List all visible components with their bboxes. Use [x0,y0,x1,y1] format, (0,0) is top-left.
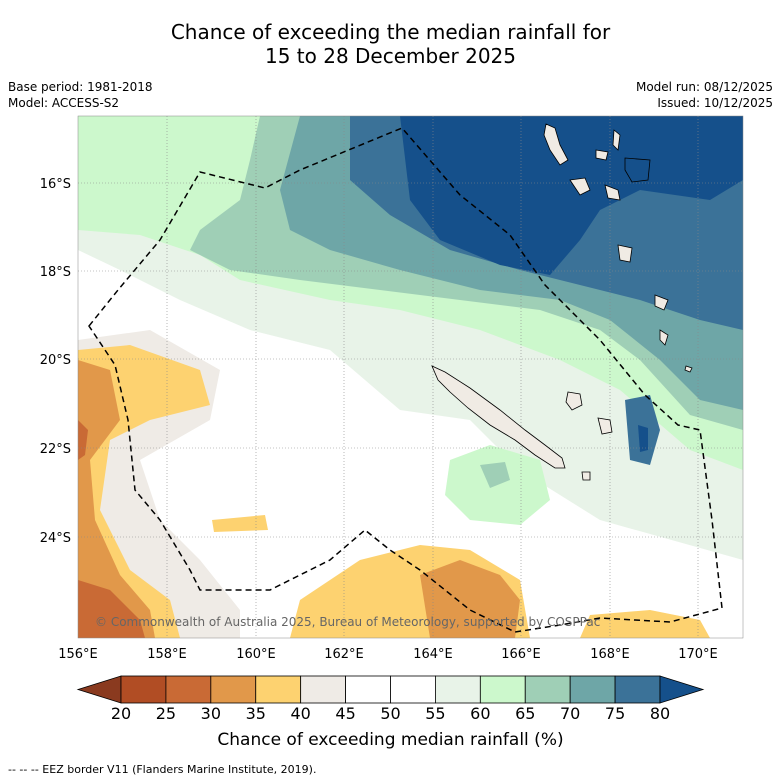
band-25-30-sw [78,420,145,638]
colorbar-segment [614,675,661,704]
colorbar-tick-label: 35 [245,704,266,723]
lon-label-156e: 156°E [58,647,98,662]
lat-label-22s: 22°S [40,442,71,457]
colorbar-tick-label: 40 [290,704,311,723]
band-80-plus-e [638,425,648,452]
colorbar-segment [255,675,302,704]
loyalty-island-3 [581,471,591,481]
colorbar-segment [569,675,616,704]
colorbar-tick-label: 30 [200,704,222,723]
colorbar-segment [524,675,571,704]
model-name: Model: ACCESS-S2 [8,96,120,110]
band-80-plus [400,116,743,275]
eez-border [88,127,723,633]
lon-label-162e: 162°E [324,647,364,662]
vanuatu-large-island [624,157,651,183]
band-30-35-s [420,560,520,638]
band-65-70-nc [480,462,510,488]
colorbar [76,675,705,704]
lat-label-24s: 24°S [40,531,71,546]
map-title-line-1: Chance of exceeding the median rainfall … [170,20,611,44]
lon-label-158e: 158°E [147,647,187,662]
band-35-40-mid [212,515,268,532]
meta-left: Base period: 1981-2018 Model: ACCESS-S2 [8,79,153,111]
colorbar-title: Chance of exceeding median rainfall (%) [217,730,564,750]
colorbar-segment [120,675,167,704]
colorbar-tick-label: 55 [425,704,446,723]
map-frame [77,115,744,639]
colorbar-segment [300,675,346,704]
meta-right: Model run: 08/12/2025 Issued: 10/12/2025 [636,79,773,111]
colorbar-segment [345,675,391,704]
eez-footer-note: -- -- -- EEZ border V11 (Flanders Marine… [8,763,317,776]
map-title-line-2: 15 to 28 December 2025 [264,44,516,68]
colorbar-high-extend [659,675,705,704]
lon-label-170e: 170°E [678,647,718,662]
lon-label-166e: 166°E [501,647,541,662]
model-run: Model run: 08/12/2025 [635,80,773,94]
colorbar-tick-label: 80 [649,704,671,723]
vanuatu-islands [543,123,669,346]
lon-label-168e: 168°E [590,647,630,662]
new-caledonia-island [431,365,566,469]
colorbar-tick-label: 50 [380,704,401,723]
gridlines [78,116,743,638]
loyalty-island-1 [565,391,583,411]
band-35-40-se [580,610,710,638]
colorbar-segment [479,675,526,704]
lat-label-20s: 20°S [40,353,71,368]
colorbar-tick-label: 70 [559,704,581,723]
colorbar-tick-label: 65 [515,704,536,723]
colorbar-tick-label: 20 [110,704,132,723]
band-30-35-sw [78,360,155,638]
colorbar-low-extend [76,675,122,704]
issued-date: Issued: 10/12/2025 [657,96,773,110]
copyright-text: © Commonwealth of Australia 2025, Bureau… [95,615,600,629]
colorbar-tick-label: 45 [335,704,356,723]
colorbar-segment [210,675,257,704]
lon-label-160e: 160°E [236,647,276,662]
loyalty-island-2 [597,417,613,435]
lat-label-16s: 16°S [40,177,71,192]
map-area: © Commonwealth of Australia 2025, Bureau… [78,116,743,638]
colorbar-tick-label: 60 [470,704,491,723]
colorbar-segment [390,675,436,704]
colorbar-segment [165,675,212,704]
colorbar-tick-label: 75 [604,704,626,723]
lon-label-164e: 164°E [413,647,453,662]
colorbar-tick-label: 25 [155,704,177,723]
islet [684,365,693,373]
lat-label-18s: 18°S [40,265,71,280]
colorbar-segment [435,675,481,704]
base-period: Base period: 1981-2018 [8,80,153,94]
